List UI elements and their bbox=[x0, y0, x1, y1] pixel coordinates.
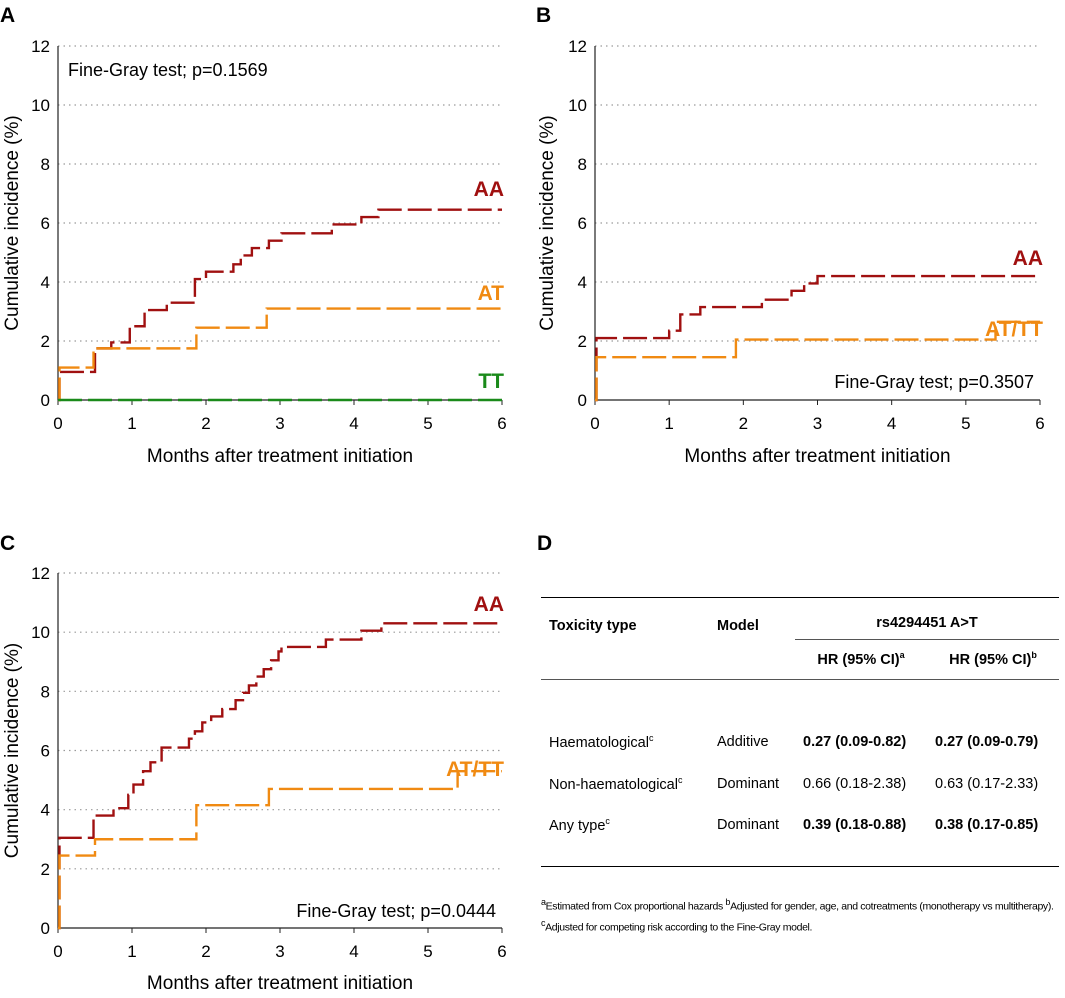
y-tick-label: 10 bbox=[31, 623, 50, 642]
row-model: Dominant bbox=[717, 817, 780, 834]
row-model: Dominant bbox=[717, 775, 780, 792]
col-header-toxicity-type: Toxicity type bbox=[549, 618, 637, 634]
series-line-aa bbox=[595, 274, 1040, 402]
row-model: Additive bbox=[717, 733, 769, 750]
series-label-at-tt: AT/TT bbox=[446, 758, 504, 781]
y-tick-label: 6 bbox=[41, 742, 50, 761]
x-tick-label: 0 bbox=[53, 414, 62, 433]
y-tick-label: 6 bbox=[41, 214, 50, 233]
row-hr-b: 0.38 (0.17-0.85) bbox=[935, 817, 1039, 834]
y-tick-label: 10 bbox=[31, 96, 50, 115]
y-tick-label: 4 bbox=[578, 273, 587, 292]
y-tick-label: 8 bbox=[41, 682, 50, 701]
series-label-tt: TT bbox=[478, 370, 504, 393]
x-tick-label: 5 bbox=[423, 942, 432, 961]
x-tick-label: 5 bbox=[961, 414, 970, 433]
y-tick-label: 12 bbox=[568, 37, 587, 56]
y-tick-label: 8 bbox=[578, 155, 587, 174]
row-hr-b: 0.63 (0.17-2.33) bbox=[935, 775, 1039, 792]
x-tick-label: 1 bbox=[664, 414, 673, 433]
series-line-at-tt bbox=[58, 770, 502, 930]
fine-gray-annotation: Fine-Gray test; p=0.0444 bbox=[296, 901, 496, 921]
fine-gray-annotation: Fine-Gray test; p=0.3507 bbox=[834, 372, 1034, 392]
x-tick-label: 6 bbox=[497, 942, 506, 961]
y-tick-label: 2 bbox=[41, 332, 50, 351]
col-header-model: Model bbox=[717, 618, 759, 634]
y-tick-label: 0 bbox=[41, 919, 50, 938]
col-header-hr-a: HR (95% CI)a bbox=[817, 650, 905, 668]
y-tick-label: 0 bbox=[41, 391, 50, 410]
y-tick-label: 4 bbox=[41, 801, 50, 820]
y-tick-label: 10 bbox=[568, 96, 587, 115]
table-row: Any typec Dominant 0.39 (0.18-0.88) 0.38… bbox=[541, 804, 1059, 867]
panel-letter: A bbox=[0, 4, 15, 27]
x-tick-label: 6 bbox=[497, 414, 506, 433]
x-tick-label: 1 bbox=[127, 942, 136, 961]
panel-letter: C bbox=[0, 532, 15, 555]
x-tick-label: 4 bbox=[349, 414, 358, 433]
series-label-aa: AA bbox=[1013, 247, 1043, 270]
y-tick-label: 2 bbox=[578, 332, 587, 351]
x-tick-label: 2 bbox=[201, 942, 210, 961]
y-tick-label: 0 bbox=[578, 391, 587, 410]
x-tick-label: 4 bbox=[887, 414, 896, 433]
row-toxicity-type: Haematologicalc bbox=[549, 732, 654, 751]
x-axis-label: Months after treatment initiation bbox=[147, 973, 413, 994]
row-hr-b: 0.27 (0.09-0.79) bbox=[935, 733, 1039, 750]
x-tick-label: 3 bbox=[275, 414, 284, 433]
y-tick-label: 2 bbox=[41, 860, 50, 879]
x-tick-label: 2 bbox=[201, 414, 210, 433]
y-tick-label: 12 bbox=[31, 37, 50, 56]
series-line-aa bbox=[58, 622, 502, 930]
fine-gray-annotation: Fine-Gray test; p=0.1569 bbox=[68, 60, 268, 80]
x-tick-label: 0 bbox=[53, 942, 62, 961]
panel-letter: D bbox=[537, 532, 552, 555]
row-hr-a: 0.27 (0.09-0.82) bbox=[803, 733, 907, 750]
x-tick-label: 5 bbox=[423, 414, 432, 433]
table-row: Haematologicalc Additive 0.27 (0.09-0.82… bbox=[541, 727, 1059, 763]
x-tick-label: 4 bbox=[349, 942, 358, 961]
x-tick-label: 2 bbox=[739, 414, 748, 433]
row-toxicity-type: Any typec bbox=[549, 816, 610, 835]
table-footnote: aEstimated from Cox proportional hazards… bbox=[541, 897, 1054, 933]
series-label-aa: AA bbox=[474, 178, 504, 201]
row-toxicity-type: Non-haematologicalc bbox=[549, 774, 683, 793]
series-line-aa bbox=[58, 208, 502, 402]
x-tick-label: 3 bbox=[813, 414, 822, 433]
results-table: Toxicity type Model rs4294451 A>T HR (95… bbox=[541, 597, 1059, 867]
series-line-at bbox=[58, 307, 502, 402]
y-tick-label: 12 bbox=[31, 564, 50, 583]
table-row: Non-haematologicalc Dominant 0.66 (0.18-… bbox=[541, 763, 1059, 805]
y-tick-label: 8 bbox=[41, 155, 50, 174]
y-axis-label: Cumulative incidence (%) bbox=[537, 115, 558, 330]
series-label-at-tt: AT/TT bbox=[985, 318, 1043, 341]
series-line-at-tt bbox=[595, 320, 1040, 402]
series-label-aa: AA bbox=[474, 593, 504, 616]
y-tick-label: 6 bbox=[578, 214, 587, 233]
x-tick-label: 3 bbox=[275, 942, 284, 961]
x-tick-label: 6 bbox=[1035, 414, 1044, 433]
x-tick-label: 1 bbox=[127, 414, 136, 433]
y-axis-label: Cumulative incidence (%) bbox=[2, 643, 23, 858]
row-hr-a: 0.66 (0.18-2.38) bbox=[803, 775, 907, 792]
panel-letter: B bbox=[536, 4, 551, 27]
col-header-hr-b: HR (95% CI)b bbox=[949, 650, 1037, 668]
y-axis-label: Cumulative incidence (%) bbox=[2, 115, 23, 330]
x-tick-label: 0 bbox=[590, 414, 599, 433]
col-header-snp: rs4294451 A>T bbox=[795, 597, 1059, 640]
y-tick-label: 4 bbox=[41, 273, 50, 292]
x-axis-label: Months after treatment initiation bbox=[684, 446, 950, 467]
series-label-at: AT bbox=[478, 282, 505, 305]
row-hr-a: 0.39 (0.18-0.88) bbox=[803, 817, 907, 834]
x-axis-label: Months after treatment initiation bbox=[147, 446, 413, 467]
